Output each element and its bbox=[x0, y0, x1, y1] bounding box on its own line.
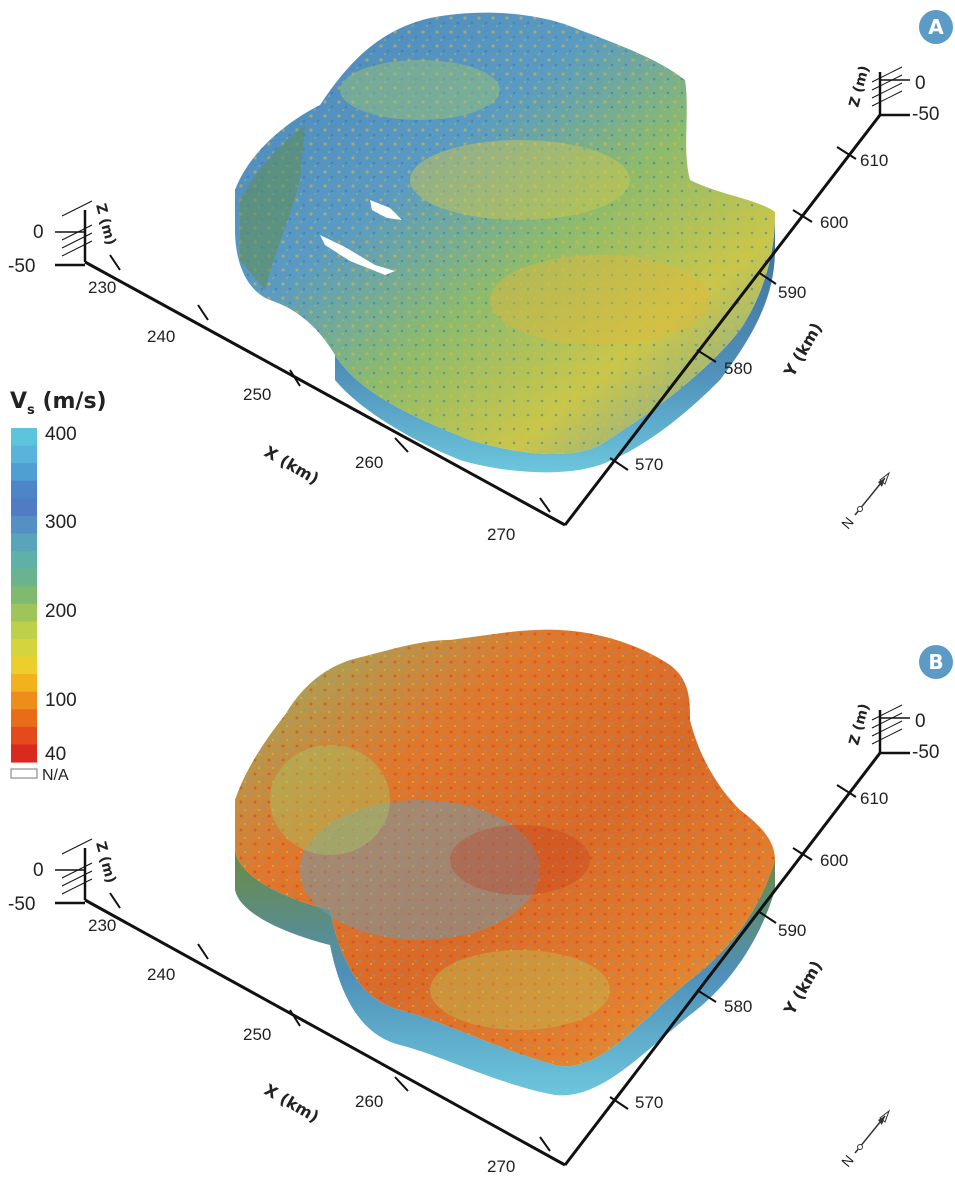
panel-b-axes bbox=[55, 704, 910, 1167]
panel-b-z-right-title: Z (m) bbox=[846, 702, 872, 747]
panel-b-north-arrow-icon: N bbox=[838, 1109, 891, 1170]
panel-a-x-tick-4: 270 bbox=[487, 525, 515, 544]
panel-b-block-side bbox=[235, 850, 775, 1096]
panel-b-z-left-tick-1: -50 bbox=[8, 894, 35, 915]
panel-b-x-title: X (km) bbox=[261, 1080, 322, 1126]
panel-b-blue-zone bbox=[300, 800, 540, 940]
colorbar-swatch bbox=[11, 498, 37, 517]
colorbar-swatch bbox=[11, 480, 37, 499]
panel-a-y-title: Y (km) bbox=[780, 319, 827, 381]
panel-b-x-tick-0: 230 bbox=[88, 916, 116, 935]
panel-a-cliff bbox=[240, 125, 305, 290]
panel-b-y-tick-4: 610 bbox=[860, 789, 888, 808]
panel-b-y-tick-3: 600 bbox=[820, 851, 848, 870]
colorbar-tick-40: 40 bbox=[45, 744, 66, 765]
panel-b-z-left-tick-0: 0 bbox=[33, 860, 44, 881]
panel-a-z-right-title: Z (m) bbox=[846, 64, 872, 109]
panel-b-y-tick-1: 580 bbox=[724, 997, 752, 1016]
panel-a-north-arrow-icon: N bbox=[838, 471, 891, 532]
colorbar-swatch bbox=[11, 603, 37, 622]
panel-a-block-side bbox=[335, 215, 775, 473]
colorbar-na-label: N/A bbox=[42, 767, 69, 784]
panel-a-x-tick-0: 230 bbox=[88, 278, 116, 297]
panel-a-y-tick-2: 590 bbox=[778, 283, 806, 302]
colorbar-title-unit: (m/s) bbox=[35, 389, 107, 414]
panel-a bbox=[235, 12, 775, 473]
panel-b-z-right-tick-0: 0 bbox=[915, 711, 926, 732]
panel-b-y-tick-0: 570 bbox=[635, 1093, 663, 1112]
colorbar-swatch bbox=[11, 515, 37, 535]
colorbar-swatch bbox=[11, 586, 37, 605]
panel-b-z-left-title: Z (m) bbox=[92, 840, 118, 885]
colorbar-tick-200: 200 bbox=[45, 601, 77, 622]
panel-a-surface-texture bbox=[235, 12, 775, 455]
panel-a-badge bbox=[919, 10, 953, 44]
panel-b-x-tick-2: 250 bbox=[243, 1025, 271, 1044]
colorbar-swatch bbox=[11, 445, 37, 464]
panel-a-z-left-title: Z (m) bbox=[92, 202, 118, 247]
colorbar-title-subscript: s bbox=[27, 403, 35, 418]
panel-b-green-zone bbox=[270, 745, 390, 855]
panel-b-x-tick-1: 240 bbox=[147, 965, 175, 984]
colorbar-tick-400: 400 bbox=[45, 424, 77, 445]
panel-a-yellow-zone-2 bbox=[490, 255, 710, 345]
colorbar-swatch bbox=[11, 674, 37, 693]
panel-a-axes bbox=[55, 66, 910, 527]
panel-a-na-patch bbox=[370, 200, 402, 220]
panel-a-z-right-tick-0: 0 bbox=[915, 73, 926, 94]
panel-b-z-right-tick-1: -50 bbox=[912, 742, 939, 763]
panel-a-y-tick-1: 580 bbox=[724, 359, 752, 378]
panel-b-y-title: Y (km) bbox=[780, 957, 827, 1019]
panel-a-z-left-tick-1: -50 bbox=[8, 256, 35, 277]
panel-a-z-right-tick-1: -50 bbox=[912, 104, 939, 125]
panel-a-labels: 230 240 250 260 270 X (km) 570 580 590 6… bbox=[8, 10, 953, 544]
panel-b-x-tick-4: 270 bbox=[487, 1157, 515, 1176]
panel-b-y-tick-2: 590 bbox=[778, 921, 806, 940]
colorbar-swatch bbox=[11, 463, 37, 482]
colorbar-tick-100: 100 bbox=[45, 690, 77, 711]
colorbar-swatch bbox=[11, 656, 37, 675]
colorbar-title-main: V bbox=[10, 389, 27, 414]
panel-a-x-tick-1: 240 bbox=[147, 327, 175, 346]
panel-b-red-zone bbox=[450, 825, 590, 895]
panel-b-badge-label: B bbox=[928, 650, 943, 674]
panel-a-green-zone bbox=[340, 60, 500, 120]
colorbar-swatch bbox=[11, 709, 37, 728]
panel-b-green-zone-2 bbox=[430, 950, 610, 1030]
panel-b-north-label: N bbox=[838, 1152, 857, 1170]
panel-a-y-tick-4: 610 bbox=[860, 151, 888, 170]
colorbar-swatch bbox=[11, 726, 37, 746]
panel-b bbox=[235, 629, 775, 1096]
colorbar: Vs (m/s) 400 300 200 100 40 N/A bbox=[10, 389, 107, 784]
colorbar-tick-300: 300 bbox=[45, 512, 77, 533]
colorbar-swatch bbox=[11, 691, 37, 710]
colorbar-swatches bbox=[11, 428, 37, 763]
panel-a-north-label: N bbox=[838, 514, 857, 532]
colorbar-swatch bbox=[11, 638, 37, 658]
panel-a-yellow-zone bbox=[410, 140, 630, 220]
panel-a-x-title: X (km) bbox=[261, 442, 322, 488]
panel-b-badge bbox=[919, 645, 953, 679]
panel-a-badge-label: A bbox=[928, 15, 944, 39]
colorbar-swatch bbox=[11, 428, 37, 447]
panel-a-x-tick-3: 260 bbox=[355, 453, 383, 472]
colorbar-swatch bbox=[11, 621, 37, 640]
colorbar-title: Vs (m/s) bbox=[10, 389, 107, 418]
colorbar-swatch bbox=[11, 568, 37, 587]
colorbar-swatch bbox=[11, 744, 37, 763]
colorbar-swatch bbox=[11, 533, 37, 552]
panel-a-y-tick-3: 600 bbox=[820, 213, 848, 232]
colorbar-na-swatch bbox=[10, 768, 38, 779]
panel-a-y-tick-0: 570 bbox=[635, 455, 663, 474]
panel-a-z-left-tick-0: 0 bbox=[33, 222, 44, 243]
panel-b-surface-texture bbox=[235, 629, 775, 1067]
panel-b-x-tick-3: 260 bbox=[355, 1092, 383, 1111]
colorbar-swatch bbox=[11, 551, 37, 570]
panel-a-na-patch-2 bbox=[320, 235, 395, 275]
panel-a-x-tick-2: 250 bbox=[243, 385, 271, 404]
